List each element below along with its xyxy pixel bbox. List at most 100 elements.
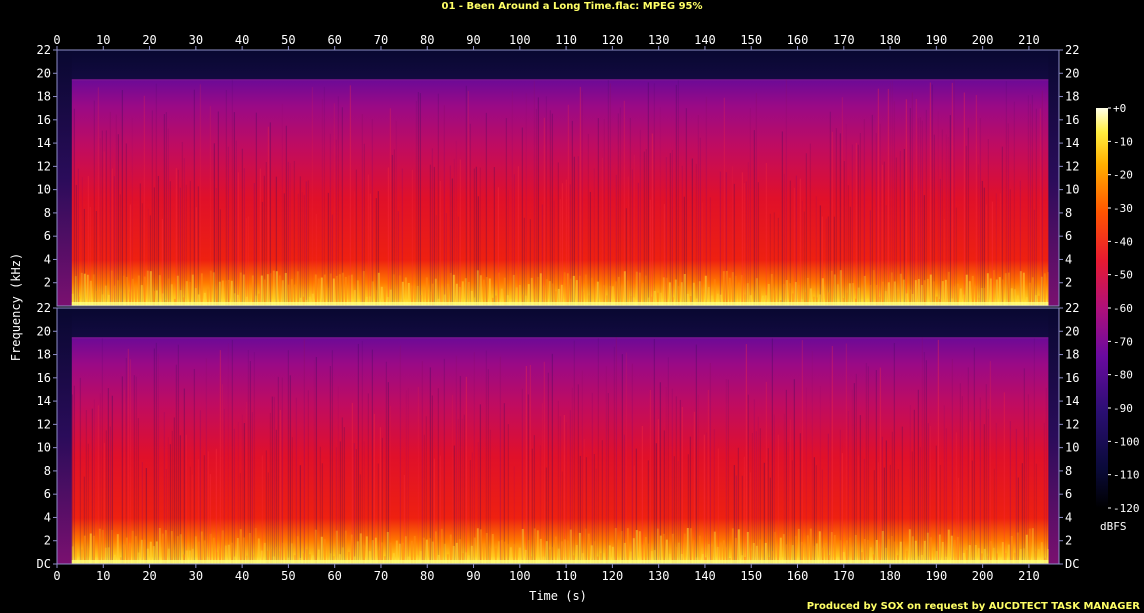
low-band-energy bbox=[791, 545, 794, 564]
low-band-energy bbox=[164, 530, 167, 564]
low-band-energy bbox=[431, 283, 434, 306]
spectral-streak bbox=[465, 85, 467, 306]
low-band-energy bbox=[92, 535, 95, 564]
spectral-streak bbox=[769, 213, 771, 306]
low-band-energy bbox=[770, 551, 773, 564]
spectral-streak bbox=[545, 96, 547, 306]
spectral-streak bbox=[339, 441, 341, 564]
low-band-energy bbox=[179, 290, 182, 306]
low-band-energy bbox=[167, 278, 170, 306]
spectral-streak bbox=[811, 351, 813, 564]
x-tick-label: 0 bbox=[53, 569, 60, 583]
low-band-energy bbox=[407, 282, 410, 306]
spectral-streak bbox=[543, 361, 545, 564]
spectral-streak bbox=[909, 405, 911, 564]
spectral-streak bbox=[695, 344, 697, 564]
y-tick-label: 6 bbox=[44, 487, 51, 501]
spectral-streak bbox=[1033, 338, 1035, 564]
spectral-streak bbox=[99, 393, 101, 564]
low-band-energy bbox=[920, 285, 923, 306]
low-band-energy bbox=[368, 296, 371, 306]
low-band-energy bbox=[638, 272, 641, 306]
low-band-energy bbox=[425, 277, 428, 306]
low-band-energy bbox=[620, 287, 623, 306]
low-band-energy bbox=[209, 533, 212, 564]
spectral-streak bbox=[987, 139, 989, 306]
spectral-streak bbox=[1035, 108, 1037, 306]
low-band-energy bbox=[626, 280, 629, 306]
spectral-streak bbox=[547, 372, 549, 564]
low-band-energy bbox=[74, 276, 77, 306]
low-band-energy bbox=[1028, 528, 1031, 564]
low-band-energy bbox=[677, 286, 680, 306]
low-band-energy bbox=[509, 547, 512, 564]
x-tick-label: 80 bbox=[420, 569, 434, 583]
low-band-energy bbox=[761, 549, 764, 564]
low-band-energy bbox=[1010, 288, 1013, 306]
spectral-streak bbox=[197, 186, 199, 306]
y-tick-label: 22 bbox=[37, 301, 51, 315]
low-band-energy bbox=[473, 537, 476, 564]
spectral-streak bbox=[897, 469, 899, 564]
low-band-energy bbox=[428, 291, 431, 306]
spectral-streak bbox=[957, 477, 959, 564]
low-band-energy bbox=[995, 553, 998, 564]
low-band-energy bbox=[953, 286, 956, 306]
spectral-streak bbox=[233, 112, 235, 306]
spectral-streak bbox=[529, 219, 531, 306]
low-band-energy bbox=[443, 543, 446, 564]
spectral-streak bbox=[387, 382, 389, 564]
spectral-streak bbox=[303, 339, 305, 564]
colorbar-tick-label: -10 bbox=[1113, 135, 1133, 148]
spectral-streak bbox=[523, 217, 525, 306]
spectral-streak bbox=[217, 111, 219, 306]
low-band-energy bbox=[575, 545, 578, 564]
spectral-streak bbox=[659, 107, 661, 306]
spectral-streak bbox=[673, 456, 675, 564]
low-band-energy bbox=[158, 275, 161, 306]
low-band-energy bbox=[737, 529, 740, 564]
low-band-energy bbox=[950, 535, 953, 564]
spectral-streak bbox=[777, 217, 779, 306]
y-tick-label: 6 bbox=[44, 229, 51, 243]
x-tick-label: 130 bbox=[648, 569, 670, 583]
spectral-streak bbox=[557, 400, 559, 564]
low-band-energy bbox=[1025, 534, 1028, 564]
low-band-energy bbox=[596, 281, 599, 306]
spectral-streak bbox=[623, 100, 625, 306]
low-band-energy bbox=[776, 290, 779, 306]
low-band-energy bbox=[812, 296, 815, 306]
spectral-streak bbox=[477, 442, 479, 564]
low-band-energy bbox=[740, 275, 743, 306]
spectral-streak bbox=[233, 428, 235, 564]
spectral-streak bbox=[687, 454, 689, 564]
low-band-energy bbox=[329, 553, 332, 564]
spectral-streak bbox=[577, 384, 579, 564]
low-band-energy bbox=[1046, 549, 1049, 564]
low-band-energy bbox=[269, 273, 272, 306]
spectral-streak bbox=[815, 465, 817, 564]
spectral-streak bbox=[401, 168, 403, 306]
y-tick-label: 18 bbox=[1065, 348, 1079, 362]
x-tick-label: 40 bbox=[235, 569, 249, 583]
low-band-energy bbox=[644, 275, 647, 306]
low-band-energy bbox=[743, 294, 746, 306]
spectral-streak bbox=[735, 475, 737, 564]
low-band-energy bbox=[464, 552, 467, 564]
spectral-streak bbox=[909, 108, 911, 306]
low-band-energy bbox=[983, 287, 986, 306]
spectral-streak bbox=[359, 474, 361, 564]
low-band-energy bbox=[374, 290, 377, 306]
spectral-streak bbox=[1027, 394, 1029, 564]
low-band-energy bbox=[428, 538, 431, 564]
y-tick-label: 12 bbox=[37, 159, 51, 173]
spectral-streak bbox=[623, 434, 625, 564]
low-band-energy bbox=[212, 537, 215, 564]
low-band-energy bbox=[797, 528, 800, 564]
spectral-streak bbox=[877, 462, 879, 564]
y-tick-label: 22 bbox=[1065, 301, 1079, 315]
spectral-streak bbox=[503, 403, 505, 564]
low-band-energy bbox=[1019, 271, 1022, 306]
spectral-streak bbox=[887, 88, 889, 306]
low-band-energy bbox=[992, 547, 995, 564]
